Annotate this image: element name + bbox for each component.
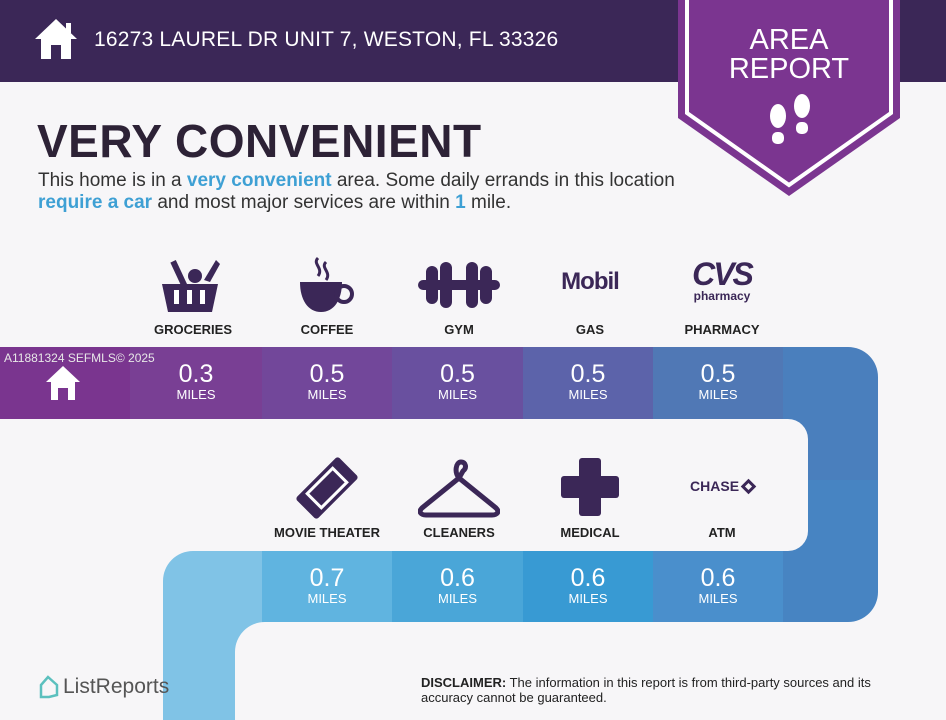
home-start-icon [46, 366, 80, 400]
chase-logo: CHASE [672, 478, 772, 495]
medical-cross-icon [561, 458, 619, 516]
ticket-icon [296, 457, 358, 519]
badge-line1: AREA [749, 24, 829, 56]
coffee-cup-icon [300, 256, 354, 312]
label-coffee: COFFEE [300, 322, 354, 337]
label-movie-theater: MOVIE THEATER [274, 525, 380, 540]
disclaimer: DISCLAIMER: The information in this repo… [421, 675, 871, 705]
route-path [0, 347, 878, 720]
mobil-logo: Mobil [561, 268, 620, 295]
footprints-icon [770, 94, 810, 144]
label-atm: ATM [708, 525, 736, 540]
cvs-logo: CVS pharmacy [692, 256, 754, 303]
badge-line2: REPORT [728, 53, 850, 85]
distance-groceries: 0.3 MILES [176, 360, 216, 402]
home-icon [35, 19, 77, 59]
label-pharmacy: PHARMACY [684, 322, 760, 337]
distance-movie-theater: 0.7 MILES [307, 564, 347, 606]
hanger-icon [418, 459, 500, 518]
mls-watermark: A11881324 SEFMLS© 2025 [4, 351, 155, 365]
badge-title: AREA REPORT [678, 26, 900, 84]
distance-cleaners: 0.6 MILES [437, 564, 477, 606]
area-report-badge [678, 0, 900, 196]
label-cleaners: CLEANERS [423, 525, 495, 540]
label-medical: MEDICAL [560, 525, 620, 540]
grocery-basket-icon [162, 260, 220, 312]
label-gas: GAS [575, 322, 605, 337]
distance-atm: 0.6 MILES [698, 564, 738, 606]
property-address: 16273 LAUREL DR UNIT 7, WESTON, FL 33326 [94, 28, 559, 51]
distance-pharmacy: 0.5 MILES [698, 360, 738, 402]
label-groceries: GROCERIES [153, 322, 232, 337]
dumbbell-icon [418, 262, 500, 308]
listreports-logo: ListReports [37, 675, 169, 699]
page-title: VERY CONVENIENT [37, 115, 482, 167]
distance-coffee: 0.5 MILES [307, 360, 347, 402]
distance-medical: 0.6 MILES [568, 564, 608, 606]
listreports-logo-icon [39, 675, 59, 699]
distance-gym: 0.5 MILES [437, 360, 477, 402]
distance-gas: 0.5 MILES [568, 360, 608, 402]
summary-text: This home is in a very convenient area. … [38, 170, 675, 213]
label-gym: GYM [444, 322, 474, 337]
